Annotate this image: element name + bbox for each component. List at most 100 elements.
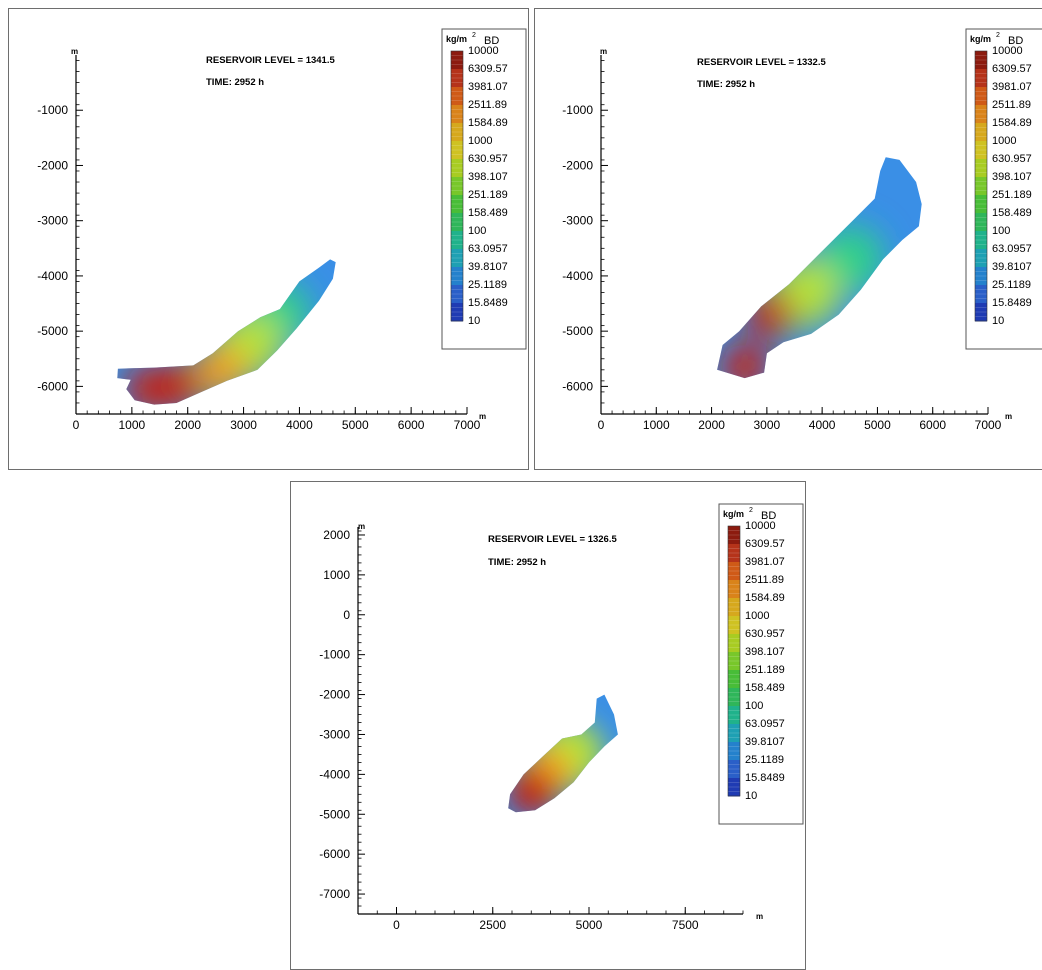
legend-level-label: 10000	[468, 45, 499, 57]
legend-level-label: 2511.89	[745, 574, 784, 586]
x-tick-label: 2000	[698, 418, 725, 432]
legend-level-label: 630.957	[468, 153, 508, 165]
x-tick-label: 5000	[864, 418, 891, 432]
reservoir-level-header: RESERVOIR LEVEL = 1341.5	[206, 55, 335, 66]
x-tick-label: 1000	[119, 418, 146, 432]
colorbar-segment	[728, 706, 740, 725]
legend-level-label: 63.0957	[468, 243, 508, 255]
y-tick-label: -2000	[319, 688, 350, 702]
legend-level-label: 15.8489	[745, 772, 785, 784]
time-label: TIME: 2952 h	[206, 77, 264, 88]
legend-level-label: 10	[468, 315, 480, 327]
colorbar-segment	[975, 231, 987, 250]
legend-level-label: 1000	[468, 135, 492, 147]
plume-plot-3: 0 2500 5000 7500 200010000-1000-2000-3000-4…	[319, 503, 804, 932]
legend-unit: kg/m	[446, 34, 467, 44]
plume-hotspot	[720, 343, 769, 379]
legend-unit: kg/m	[723, 509, 744, 519]
legend-level-label: 1000	[992, 135, 1016, 147]
y-tick-label: -1000	[37, 103, 68, 117]
legend-level-label: 6309.57	[745, 538, 785, 550]
colorbar-segment	[451, 177, 463, 196]
time-label: TIME: 2952 h	[697, 79, 755, 90]
legend-unit: kg/m	[970, 34, 991, 44]
colorbar-segment	[728, 778, 740, 797]
time-label: TIME: 2952 h	[488, 557, 546, 568]
legend-level-label: 158.489	[745, 682, 785, 694]
legend-level-label: 63.0957	[745, 718, 785, 730]
colorbar-segment	[728, 688, 740, 707]
colorbar-segment	[728, 670, 740, 689]
legend-level-label: 2511.89	[468, 99, 507, 111]
y-tick-label: -1000	[319, 648, 350, 662]
legend-level-label: 398.107	[745, 646, 785, 658]
legend-level-label: 39.8107	[992, 261, 1032, 273]
colorbar-segment	[975, 141, 987, 160]
x-tick-label: 2000	[174, 418, 201, 432]
legend-level-label: 63.0957	[992, 243, 1032, 255]
y-tick-label: -5000	[562, 324, 593, 338]
colorbar-segment	[451, 105, 463, 124]
y-tick-label: -6000	[562, 379, 593, 393]
legend-level-label: 2511.89	[992, 99, 1031, 111]
colorbar-segment	[728, 652, 740, 671]
legend-level-label: 100	[468, 225, 486, 237]
legend-unit-exponent: 2	[472, 32, 476, 39]
colorbar-segment	[451, 231, 463, 250]
concentration-plume	[717, 157, 922, 379]
legend-level-label: 25.1189	[745, 754, 784, 766]
legend-level-label: 251.189	[468, 189, 508, 201]
legend-level-label: 398.107	[468, 171, 508, 183]
x-tick-label: 0	[393, 918, 400, 932]
chart-panel-1: 0 1000 2000 3000 4000 5000 6000 7000 -1000 -2000…	[8, 8, 529, 470]
x-tick-label: 2500	[479, 918, 506, 932]
y-tick-label: -1000	[562, 103, 593, 117]
plume-plot-2: 0 1000 2000 3000 4000 5000 6000 7000 -1000 -2000…	[562, 28, 1042, 432]
y-unit-label: m	[358, 522, 365, 531]
y-tick-label: -4000	[562, 269, 593, 283]
legend-level-label: 15.8489	[468, 297, 508, 309]
colorbar-segment	[975, 177, 987, 196]
legend-level-label: 39.8107	[468, 261, 508, 273]
plume-hotspot	[195, 343, 248, 396]
colorbar-segment	[728, 598, 740, 617]
colorbar-segment	[451, 195, 463, 214]
legend-level-label: 1584.89	[992, 117, 1032, 129]
legend-title: BD	[1008, 35, 1023, 47]
y-tick-label: -2000	[37, 158, 68, 172]
legend-title: BD	[484, 35, 499, 47]
colorbar-segment	[451, 69, 463, 88]
colorbar-segment	[451, 249, 463, 268]
colorbar-segment	[975, 51, 987, 70]
y-tick-label: -7000	[319, 887, 350, 901]
legend-unit-exponent: 2	[749, 507, 753, 514]
y-unit-label: m	[71, 47, 78, 56]
x-tick-label: 4000	[286, 418, 313, 432]
x-tick-label: 5000	[576, 918, 603, 932]
legend-level-label: 3981.07	[992, 81, 1032, 93]
x-tick-label: 0	[598, 418, 605, 432]
colorbar-segment	[728, 580, 740, 599]
x-tick-label: 4000	[809, 418, 836, 432]
legend-level-label: 10000	[992, 45, 1023, 57]
colorbar-segment	[451, 303, 463, 322]
colorbar-segment	[975, 159, 987, 178]
y-tick-label: -3000	[37, 214, 68, 228]
reservoir-level-header: RESERVOIR LEVEL = 1332.5	[697, 57, 826, 68]
legend-level-label: 10	[745, 790, 757, 802]
legend-level-label: 39.8107	[745, 736, 785, 748]
legend-level-label: 25.1189	[468, 279, 507, 291]
legend-level-label: 6309.57	[468, 63, 508, 75]
x-tick-label: 1000	[643, 418, 670, 432]
legend-level-label: 1584.89	[745, 592, 785, 604]
colorbar-segment	[728, 634, 740, 653]
colorbar-segment	[451, 123, 463, 142]
colorbar-segment	[451, 51, 463, 70]
colorbar-segment	[728, 724, 740, 743]
legend-level-label: 10	[992, 315, 1004, 327]
colorbar-segment	[975, 123, 987, 142]
x-tick-label: 5000	[342, 418, 369, 432]
legend-level-label: 100	[992, 225, 1010, 237]
